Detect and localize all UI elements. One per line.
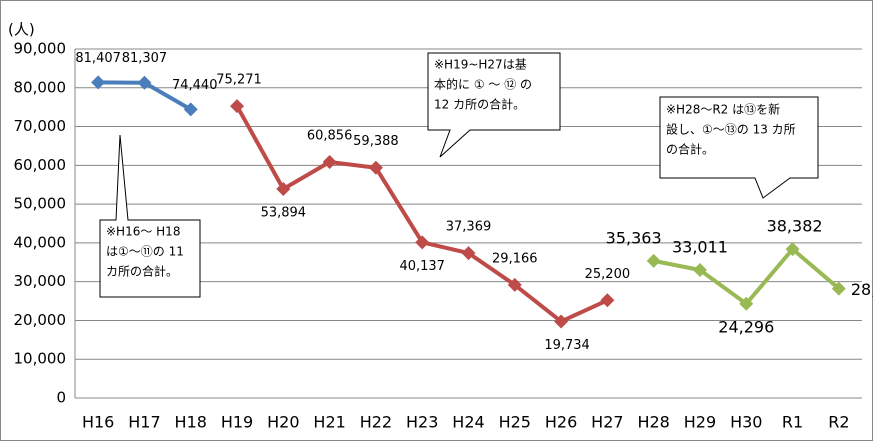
callout-text: は①～⑪の 11 [106, 245, 184, 259]
data-label: 25,200 [585, 267, 631, 282]
x-tick-label: H16 [82, 413, 114, 432]
callout-text: ※H28～R2 は⑬を新 [666, 102, 780, 117]
y-tick-label: 70,000 [14, 117, 67, 135]
data-label: 81,407 [75, 51, 121, 66]
data-label: 37,369 [446, 220, 492, 235]
y-tick-label: 30,000 [14, 272, 67, 290]
data-label: 59,388 [353, 134, 399, 149]
data-label: 53,894 [261, 206, 307, 221]
x-tick-label: R2 [828, 413, 849, 432]
x-tick-label: H25 [499, 413, 531, 432]
data-point [507, 277, 522, 292]
x-tick-label: H20 [267, 413, 299, 432]
callout-text: 設し、①～⑬の 13 カ所 [666, 122, 796, 137]
y-tick-label: 40,000 [14, 233, 67, 251]
x-tick-label: H24 [452, 413, 484, 432]
y-axis-label: (人) [8, 21, 35, 39]
x-tick-label: H29 [684, 413, 716, 432]
x-tick-label: R1 [782, 413, 803, 432]
data-point [692, 262, 707, 277]
data-point [646, 253, 661, 268]
data-point [461, 246, 476, 261]
data-label: 38,382 [767, 217, 823, 236]
data-label: 29,166 [492, 251, 538, 266]
data-point [137, 75, 152, 90]
callout-text: 本的に ① ～ ⑫ の [434, 77, 532, 92]
data-label: 35,363 [606, 228, 662, 247]
y-tick-label: 60,000 [14, 156, 67, 174]
data-label: 28,217 [851, 280, 873, 299]
data-label: 33,011 [672, 237, 728, 256]
x-tick-label: H22 [360, 413, 392, 432]
x-tick-label: H18 [175, 413, 207, 432]
data-label: 75,271 [216, 73, 262, 88]
y-tick-label: 50,000 [14, 195, 67, 213]
data-point [785, 242, 800, 257]
callout-box [99, 134, 201, 298]
callout: ※H16～ H18 は①～⑪の 11 カ所の合計。 [99, 134, 201, 298]
x-tick-label: H19 [221, 413, 253, 432]
data-point [831, 281, 846, 296]
x-tick-label: H17 [128, 413, 160, 432]
data-label: 19,734 [544, 338, 590, 353]
callout: ※H19~H27は基 本的に ① ～ ⑫ の 12 カ所の合計。 [427, 52, 561, 158]
callout-text: カ所の合計。 [106, 264, 178, 279]
callout-box [659, 96, 819, 199]
data-point [322, 155, 337, 170]
data-label: 60,856 [307, 129, 353, 144]
y-tick-label: 0 [56, 389, 66, 407]
callout-text: 12 カ所の合計。 [434, 97, 525, 112]
data-label: 40,137 [399, 259, 445, 274]
data-point [554, 314, 569, 329]
callout-box [427, 52, 561, 158]
data-point [368, 160, 383, 175]
x-tick-label: H23 [406, 413, 438, 432]
callout-text: ※H16～ H18 [106, 225, 180, 239]
callout-text: ※H19~H27は基 [434, 58, 527, 72]
data-point [415, 235, 430, 250]
data-label: 74,440 [172, 78, 218, 93]
x-tick-label: H21 [313, 413, 345, 432]
y-tick-label: 90,000 [14, 40, 67, 58]
callout: ※H28～R2 は⑬を新 設し、①～⑬の 13 カ所 の合計。 [659, 96, 819, 199]
callout-text: の合計。 [666, 142, 714, 157]
data-point [739, 296, 754, 311]
x-tick-label: H28 [637, 413, 669, 432]
x-tick-label: H26 [545, 413, 577, 432]
data-point [276, 182, 291, 197]
data-point [183, 102, 198, 117]
data-label: 24,296 [718, 317, 774, 336]
x-tick-label: H27 [591, 413, 623, 432]
y-tick-label: 20,000 [14, 311, 67, 329]
data-point [91, 75, 106, 90]
data-point [230, 99, 245, 114]
data-label: 81,307 [122, 51, 168, 66]
x-tick-label: H30 [730, 413, 762, 432]
data-point [600, 293, 615, 308]
y-tick-label: 10,000 [14, 350, 67, 368]
y-tick-label: 80,000 [14, 78, 67, 96]
